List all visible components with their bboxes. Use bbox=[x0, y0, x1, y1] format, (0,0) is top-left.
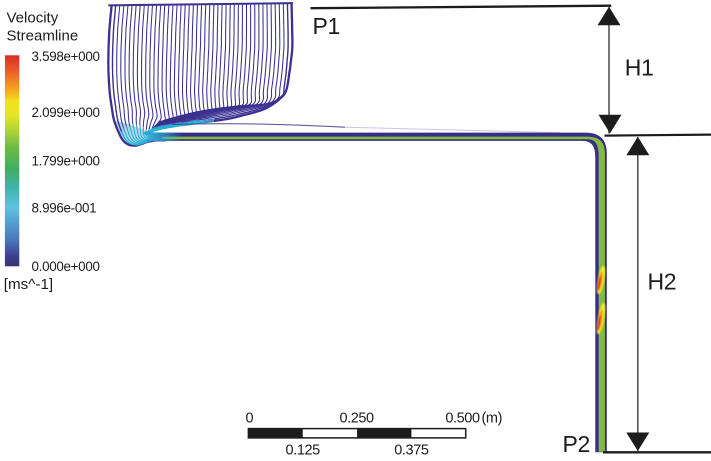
svg-text:0.000e+000: 0.000e+000 bbox=[32, 259, 100, 274]
svg-text:[ms^-1]: [ms^-1] bbox=[4, 276, 53, 293]
svg-text:0.250: 0.250 bbox=[339, 411, 374, 427]
svg-text:Streamline: Streamline bbox=[7, 28, 79, 45]
svg-text:(m): (m) bbox=[482, 411, 503, 427]
svg-text:0: 0 bbox=[245, 411, 253, 427]
svg-text:P1: P1 bbox=[313, 13, 341, 39]
svg-text:0.375: 0.375 bbox=[394, 443, 429, 459]
svg-text:Velocity: Velocity bbox=[7, 10, 59, 27]
svg-text:0.500: 0.500 bbox=[445, 411, 480, 427]
svg-text:H2: H2 bbox=[648, 269, 677, 295]
svg-text:0.125: 0.125 bbox=[286, 443, 321, 459]
svg-text:P2: P2 bbox=[563, 431, 591, 457]
svg-text:1.799e+000: 1.799e+000 bbox=[32, 153, 100, 168]
svg-text:2.099e+000: 2.099e+000 bbox=[32, 105, 100, 120]
svg-text:8.996e-001: 8.996e-001 bbox=[32, 200, 97, 215]
svg-text:H1: H1 bbox=[625, 55, 654, 81]
svg-text:3.598e+000: 3.598e+000 bbox=[32, 49, 100, 64]
